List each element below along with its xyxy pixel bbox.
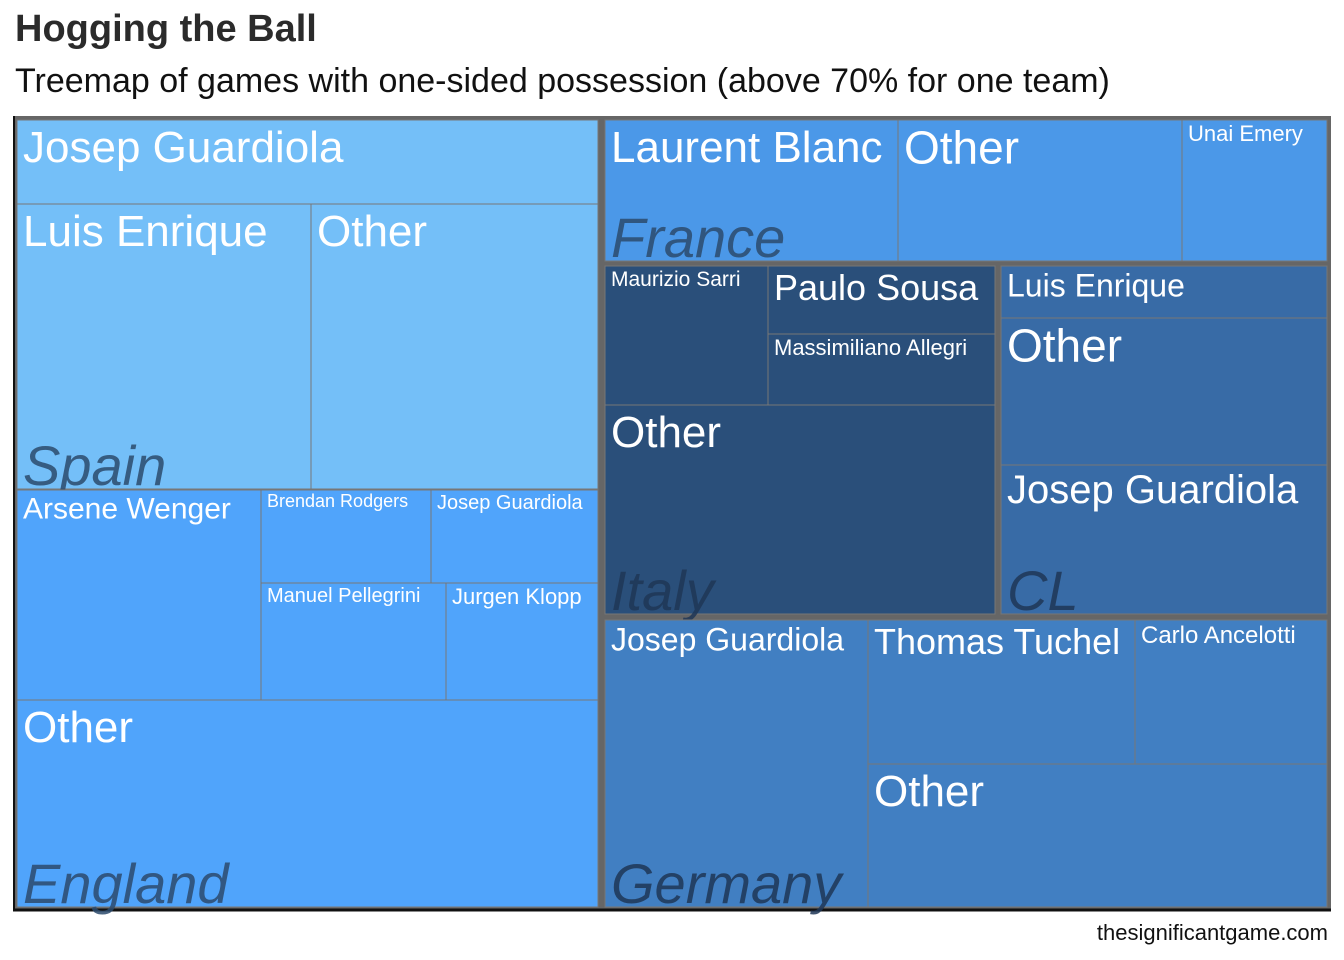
- treemap-group-cl: Luis Enrique Other Josep Guardiola CL: [1000, 265, 1328, 622]
- cell-rect-england-arsene-wenger: [16, 489, 262, 701]
- treemap-cell: Other: [604, 404, 996, 615]
- cell-rect-germany-other: [867, 763, 1328, 908]
- treemap-cell: Josep Guardiola: [430, 489, 599, 584]
- group-label-spain: Spain: [23, 434, 166, 497]
- cell-rect-spain-other: [310, 203, 599, 490]
- cell-rect-england-jurgen-klopp: [445, 582, 599, 701]
- treemap-cell: Other: [310, 203, 599, 490]
- treemap-cell: Other: [1000, 317, 1328, 466]
- treemap-cell: Josep Guardiola: [604, 619, 869, 908]
- cell-rect-england-manuel-pellegrini: [260, 582, 447, 701]
- chart-subtitle: Treemap of games with one-sided possessi…: [15, 62, 1110, 100]
- cell-label: Other: [317, 207, 427, 256]
- cell-rect-england-josep-guardiola: [430, 489, 599, 584]
- treemap-cell: Arsene Wenger: [16, 489, 262, 701]
- treemap-cell: Manuel Pellegrini: [260, 582, 447, 701]
- treemap-cell: Unai Emery: [1181, 119, 1328, 262]
- cell-label: Josep Guardiola: [611, 621, 844, 657]
- cell-label: Brendan Rodgers: [267, 491, 408, 511]
- cell-label: Manuel Pellegrini: [267, 585, 420, 607]
- chart-title: Hogging the Ball: [15, 8, 317, 50]
- cell-rect-italy-other: [604, 404, 996, 615]
- cell-label: Josep Guardiola: [1007, 468, 1299, 512]
- cell-label: Josep Guardiola: [23, 123, 344, 172]
- cell-label: Jurgen Klopp: [452, 584, 582, 609]
- treemap-cell: Laurent Blanc: [604, 119, 899, 262]
- cell-rect-italy-paulo-sousa: [767, 265, 996, 335]
- cell-rect-italy-maurizio-sarri: [604, 265, 769, 406]
- treemap-cell: Other: [867, 763, 1328, 908]
- group-label-cl: CL: [1007, 559, 1079, 622]
- cell-label: Other: [1007, 320, 1122, 372]
- treemap-cell: Josep Guardiola: [16, 119, 599, 205]
- cell-rect-england-brendan-rodgers: [260, 489, 432, 584]
- cell-label: Thomas Tuchel: [874, 621, 1120, 662]
- treemap-group-england: Arsene Wenger Brendan Rodgers Josep Guardi…: [16, 489, 599, 915]
- cell-rect-france-laurent-blanc: [604, 119, 899, 262]
- cell-label: Laurent Blanc: [611, 123, 883, 172]
- group-label-germany: Germany: [611, 852, 844, 915]
- cell-label: Carlo Ancelotti: [1141, 622, 1296, 649]
- cell-label: Massimiliano Allegri: [774, 335, 967, 360]
- cell-label: Unai Emery: [1188, 121, 1303, 146]
- cell-label: Luis Enrique: [1007, 267, 1185, 303]
- treemap-cell: Other: [16, 699, 599, 908]
- cell-rect-england-other: [16, 699, 599, 908]
- treemap-cell: Other: [897, 119, 1183, 262]
- group-label-france: France: [611, 206, 785, 269]
- cell-rect-france-other: [897, 119, 1183, 262]
- treemap-cell: Luis Enrique: [1000, 265, 1328, 319]
- cell-rect-cl-luis-enrique: [1000, 265, 1328, 319]
- source-caption: thesignificantgame.com: [1096, 920, 1328, 945]
- cell-label: Paulo Sousa: [774, 267, 979, 308]
- group-label-england: England: [23, 852, 230, 915]
- treemap-cell: Massimiliano Allegri: [767, 333, 996, 406]
- cell-label: Other: [23, 703, 133, 752]
- group-label-italy: Italy: [611, 559, 717, 622]
- cell-label: Josep Guardiola: [437, 492, 584, 514]
- cell-label: Arsene Wenger: [23, 493, 231, 526]
- treemap-cell: Josep Guardiola: [1000, 464, 1328, 615]
- cell-label: Maurizio Sarri: [611, 268, 741, 291]
- treemap-cell: Carlo Ancelotti: [1134, 619, 1328, 765]
- cell-rect-germany-josep-guardiola: [604, 619, 869, 908]
- treemap-group-germany: Josep Guardiola Thomas Tuchel Carlo Ancelo…: [604, 619, 1328, 915]
- cell-rect-spain-josep-guardiola: [16, 119, 599, 205]
- cell-label: Luis Enrique: [23, 207, 268, 256]
- cell-rect-spain-luis-enrique: [16, 203, 312, 490]
- treemap-cell: Maurizio Sarri: [604, 265, 769, 406]
- treemap-group-france: Laurent Blanc Other Unai Emery France: [604, 119, 1328, 269]
- treemap-cell: Paulo Sousa: [767, 265, 996, 335]
- treemap-cell: Luis Enrique: [16, 203, 312, 490]
- cell-label: Other: [874, 767, 984, 816]
- cell-label: Other: [904, 122, 1019, 174]
- treemap-group-spain: Josep Guardiola Luis Enrique Other Spain: [16, 119, 599, 497]
- cell-rect-cl-josep-guardiola: [1000, 464, 1328, 615]
- cell-rect-france-unai-emery: [1181, 119, 1328, 262]
- cell-rect-cl-other: [1000, 317, 1328, 466]
- treemap-cell: Thomas Tuchel: [867, 619, 1136, 765]
- treemap-group-italy: Maurizio Sarri Paulo Sousa Massimiliano Al…: [604, 265, 996, 622]
- treemap-cell: Jurgen Klopp: [445, 582, 599, 701]
- treemap-cell: Brendan Rodgers: [260, 489, 432, 584]
- cell-label: Other: [611, 408, 721, 457]
- cell-rect-italy-massimiliano-allegri: [767, 333, 996, 406]
